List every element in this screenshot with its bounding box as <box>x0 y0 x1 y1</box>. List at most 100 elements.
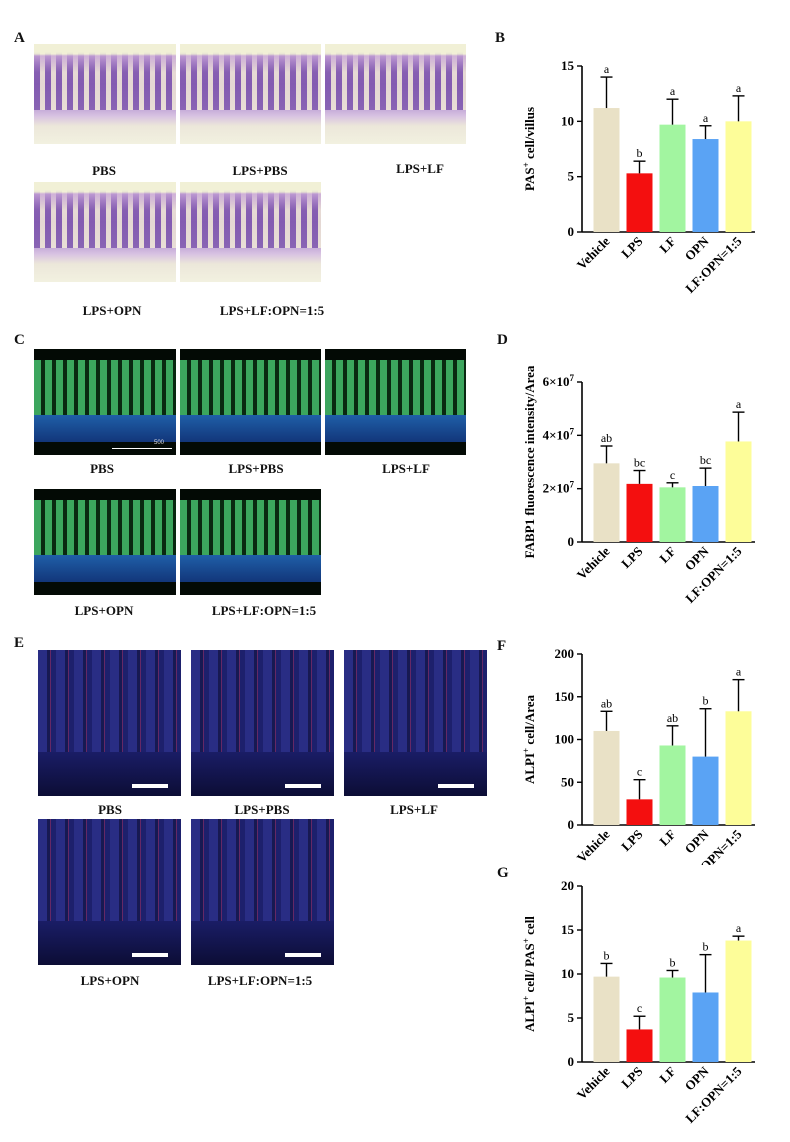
panel-label-a: A <box>14 30 25 46</box>
caption-a-lps-pbs: LPS+PBS <box>232 163 288 178</box>
bar-lf-opn-1-5 <box>725 940 752 1062</box>
significance-letter: c <box>637 1001 642 1015</box>
y-tick-label: 10 <box>561 113 574 128</box>
label-text: cell/Area <box>522 694 537 747</box>
caption-e-lps-pbs: LPS+PBS <box>234 802 290 817</box>
he-image-lps-opn <box>34 182 176 282</box>
bar-lps <box>626 483 653 542</box>
y-tick-label: 0 <box>568 534 575 549</box>
fabp1-image-pbs: 500 <box>34 349 176 455</box>
x-tick-label: LF <box>656 543 678 565</box>
y-axis-label: ALPI+ cell/Area <box>521 694 537 784</box>
significance-letter: a <box>703 111 709 125</box>
x-tick-label: LPS <box>618 1064 645 1091</box>
caption-c-lps-opn: LPS+OPN <box>74 603 134 618</box>
y-axis-label: ALPI+ cell/ PAS+ cell <box>521 916 537 1032</box>
significance-letter: a <box>736 397 742 411</box>
fabp1-image-lps-lf <box>325 349 466 455</box>
y-tick-label: 10 <box>561 966 574 981</box>
bar-lps <box>626 173 653 232</box>
y-tick-label: 100 <box>555 732 575 747</box>
fabp1-image-lps-opn <box>34 489 176 595</box>
panel-label-g: G <box>497 865 509 881</box>
x-tick-label: Vehicle <box>574 826 613 865</box>
caption-c-lps-pbs: LPS+PBS <box>228 461 284 476</box>
label-text: cell <box>522 916 537 938</box>
y-tick-label: 6×107 <box>543 373 575 389</box>
significance-letter: b <box>703 694 709 708</box>
caption-a-lps-lf: LPS+LF <box>396 161 444 176</box>
bar-vehicle <box>593 108 620 232</box>
alpi-image-lps-lf <box>344 650 487 796</box>
x-tick-label: LF <box>656 233 678 255</box>
bar-lf <box>659 487 686 542</box>
label-text: FABP1 fluorescence intensity/Area <box>522 365 537 558</box>
bar-lf-opn-1-5 <box>725 121 752 232</box>
label-text: ALPI <box>522 1001 537 1032</box>
y-tick-label: 4×107 <box>543 426 575 442</box>
scale-bar <box>285 953 321 957</box>
significance-letter: a <box>736 921 742 935</box>
bar-vehicle <box>593 463 620 542</box>
x-tick-label: LF <box>656 1063 678 1085</box>
bar-opn <box>692 756 719 825</box>
y-tick-label: 15 <box>561 58 575 73</box>
bar-lf <box>659 977 686 1062</box>
y-tick-label: 50 <box>561 774 574 789</box>
significance-letter: a <box>670 84 676 98</box>
significance-letter: bc <box>700 453 711 467</box>
bar-lf-opn-1-5 <box>725 711 752 825</box>
bar-lf <box>659 124 686 232</box>
significance-letter: b <box>703 940 709 954</box>
caption-a-pbs: PBS <box>92 163 116 178</box>
y-tick-label: 0 <box>568 817 575 832</box>
label-superscript: + <box>521 748 531 753</box>
bar-vehicle <box>593 976 620 1062</box>
x-tick-label: Vehicle <box>574 1063 613 1102</box>
x-tick-label: Vehicle <box>574 233 613 272</box>
panel-label-f: F <box>497 638 507 654</box>
x-tick-label: Vehicle <box>574 543 613 582</box>
y-tick-label: 0 <box>568 1054 575 1069</box>
panel-label-d: D <box>497 332 508 348</box>
scale-bar <box>132 784 168 788</box>
y-tick-label: 2×107 <box>543 480 575 496</box>
scale-bar <box>132 953 168 957</box>
y-tick-label: 15 <box>561 922 575 937</box>
significance-letter: a <box>736 665 742 679</box>
caption-a-lps-opn: LPS+OPN <box>82 303 142 318</box>
caption-c-lps-lf-opn: LPS+LF:OPN=1:5 <box>211 603 317 618</box>
y-axis-label: PAS+ cell/villus <box>521 107 537 191</box>
tick-exponent: 7 <box>570 426 575 436</box>
caption-c-pbs: PBS <box>90 461 114 476</box>
scale-bar <box>112 448 172 449</box>
significance-letter: b <box>604 948 610 962</box>
fabp1-image-lps-pbs <box>180 349 321 455</box>
caption-e-lps-lf: LPS+LF <box>390 802 438 817</box>
panel-label-e: E <box>14 635 25 651</box>
significance-letter: a <box>736 81 742 95</box>
y-tick-label: 150 <box>555 689 575 704</box>
he-image-lps-lf <box>325 44 466 144</box>
label-text: cell/ PAS <box>522 943 537 995</box>
y-tick-label: 20 <box>561 878 574 893</box>
label-superscript: + <box>521 938 531 943</box>
x-tick-label: LPS <box>618 234 645 261</box>
significance-letter: b <box>670 955 676 969</box>
significance-letter: bc <box>634 456 645 470</box>
he-image-lps-pbs <box>180 44 321 144</box>
y-tick-label: 0 <box>568 224 575 239</box>
significance-letter: ab <box>667 711 678 725</box>
bar-lf <box>659 745 686 825</box>
alpi-image-pbs <box>38 650 181 796</box>
bar-vehicle <box>593 730 620 825</box>
significance-letter: c <box>637 765 642 779</box>
significance-letter: ab <box>601 431 612 445</box>
bar-opn <box>692 486 719 542</box>
bar-opn <box>692 139 719 232</box>
scale-bar <box>285 784 321 788</box>
x-tick-label: LPS <box>618 544 645 571</box>
y-tick-label: 5 <box>568 1010 575 1025</box>
x-tick-label: LF <box>656 826 678 848</box>
